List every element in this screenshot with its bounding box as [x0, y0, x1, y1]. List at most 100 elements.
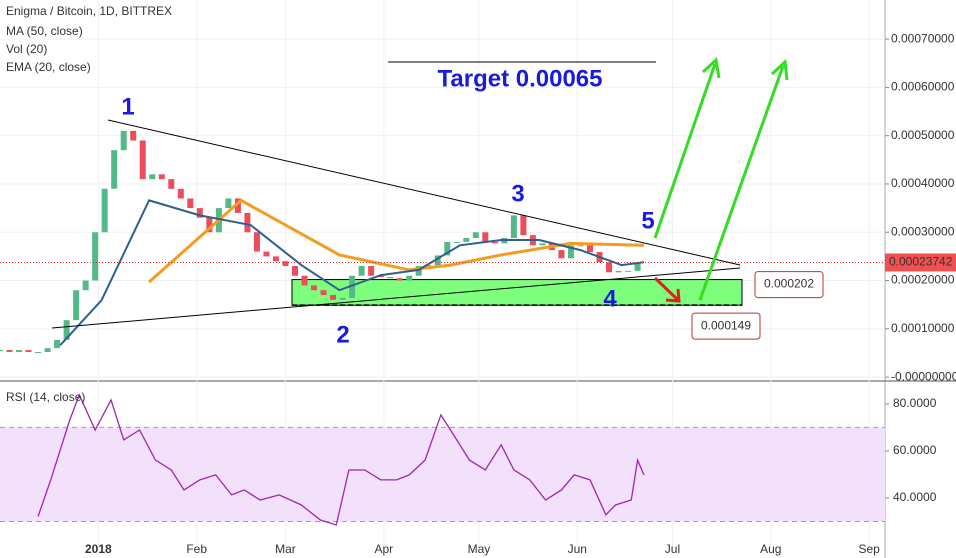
candle [101, 188, 108, 233]
candle [244, 212, 251, 233]
last-price-box [885, 253, 956, 272]
candle [54, 339, 61, 349]
candle [558, 250, 565, 259]
candle [463, 238, 470, 242]
candle [158, 174, 165, 180]
annotation: 1 [121, 93, 134, 120]
candle [0, 350, 3, 352]
candle [111, 150, 118, 189]
x-tick-label: 2018 [85, 542, 112, 556]
candle [292, 266, 298, 276]
callout-box [754, 271, 824, 299]
candle [187, 198, 194, 209]
candle [634, 262, 641, 271]
trend-line [51, 267, 741, 329]
candle [425, 265, 432, 267]
x-tick-label: Jul [665, 542, 680, 556]
candle [368, 266, 375, 276]
candle [139, 140, 146, 180]
arrow [698, 58, 789, 301]
candle [73, 290, 80, 321]
candle [130, 130, 137, 141]
last-price-label: 0.00023742 [889, 255, 953, 269]
indicator-label: Vol (20) [6, 42, 47, 56]
y-tick-label: -0.00000000 [891, 369, 956, 383]
x-tick-label: Feb [186, 542, 207, 556]
candle [206, 217, 213, 233]
candle [25, 350, 32, 352]
candle [625, 270, 632, 272]
indicator-label: EMA (20, close) [6, 60, 91, 74]
candle [263, 251, 270, 257]
annotation: Target 0.00065 [438, 65, 603, 92]
candle [311, 285, 318, 291]
rsi-tick-label: 60.0000 [893, 443, 937, 457]
candle [272, 256, 279, 262]
candle [301, 275, 308, 286]
candle [282, 261, 289, 267]
candle [453, 241, 460, 243]
candle [520, 215, 527, 236]
candle [387, 277, 394, 279]
y-tick-label: 0.00060000 [891, 80, 955, 94]
x-tick-label: Aug [760, 542, 781, 556]
rsi-title: RSI (14, close) [6, 390, 85, 404]
y-tick-label: 0.00020000 [891, 273, 955, 287]
rsi-tick-label: 80.0000 [893, 396, 937, 410]
candle [339, 297, 346, 300]
candle [358, 266, 365, 276]
trend-line [107, 119, 741, 266]
x-tick-label: May [468, 542, 491, 556]
candle [615, 270, 622, 273]
candle [63, 320, 70, 340]
annotation: 3 [511, 180, 524, 207]
candle [434, 255, 441, 266]
arrow [653, 276, 681, 303]
candle [149, 174, 156, 180]
candle [406, 275, 413, 281]
arrow [653, 57, 721, 239]
callout-label: 0.000149 [701, 318, 751, 332]
callout-box [691, 312, 761, 340]
candle [606, 262, 613, 273]
candle [320, 290, 327, 296]
annotation: 4 [603, 285, 617, 312]
candle [82, 280, 89, 291]
candle [177, 188, 184, 199]
x-tick-label: Mar [275, 542, 296, 556]
candle [349, 275, 356, 298]
y-tick-label: 0.00030000 [891, 224, 955, 238]
y-tick-label: 0.00040000 [891, 176, 955, 190]
candle [225, 198, 232, 209]
callout-label: 0.000202 [764, 277, 814, 291]
annotation: 5 [641, 207, 654, 234]
candle [253, 232, 260, 252]
x-tick-label: Apr [374, 542, 393, 556]
ma-line [59, 199, 645, 346]
candle [168, 179, 175, 189]
candle [396, 278, 403, 281]
candle [567, 245, 574, 259]
candle [587, 245, 593, 253]
candle [44, 348, 51, 352]
candle [577, 245, 584, 247]
y-tick-label: 0.00010000 [891, 321, 955, 335]
chart-title: Enigma / Bitcoin, 1D, BITTREX [6, 4, 172, 18]
candle [482, 232, 489, 242]
candle [377, 275, 384, 278]
candle [120, 130, 127, 151]
candle [92, 232, 99, 281]
candle [491, 241, 498, 244]
annotation: 2 [336, 321, 349, 348]
rsi-tick-label: 40.0000 [893, 490, 937, 504]
x-tick-label: Sep [858, 542, 880, 556]
rsi-line [37, 393, 645, 526]
candle [16, 350, 23, 352]
candle [539, 243, 546, 246]
candle [35, 351, 42, 353]
y-tick-label: 0.00050000 [891, 128, 955, 142]
y-tick-label: 0.00070000 [891, 31, 955, 45]
x-tick-label: Jun [568, 542, 587, 556]
